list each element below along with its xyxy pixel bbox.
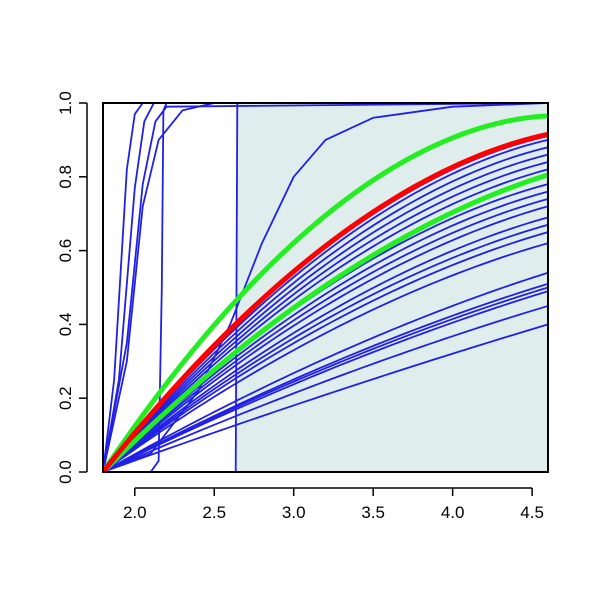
series-line-blue-27 [103,323,548,472]
series-line-blue-26 [103,305,548,472]
axes: 2.0 2.5 3.0 3.5 4.0 4.5 0.0 0.2 0.4 0.6 0.8 1.0 [56,91,549,522]
series-line-blue-12 [103,161,548,472]
y-tick-label: 0.6 [56,239,75,263]
series-line-blue-13 [103,168,548,472]
series-line-blue-16 [103,198,548,472]
plot-frame [102,102,549,473]
series-line-blue-20 [103,231,548,472]
series-line-blue-22 [103,271,548,472]
series-line-green-29 [103,172,548,472]
x-tick-label: 2.5 [202,503,226,522]
series-line-red-30 [103,131,548,472]
series-line-blue-17 [103,205,548,472]
series-line-green-28 [103,113,548,472]
x-tick-label: 2.0 [123,503,147,522]
y-tick-label: 0.4 [56,313,75,337]
series-line-blue-3 [103,103,548,472]
x-tick-label: 4.0 [441,503,465,522]
series-line-blue-2 [103,103,548,472]
x-tick-label: 3.5 [361,503,385,522]
series-line-blue-19 [103,223,548,472]
y-tick-label: 0.0 [56,460,75,484]
x-tick-label: 3.0 [282,503,306,522]
series-line-blue-1 [103,103,548,472]
series-line-blue-5 [103,103,548,472]
series-line-blue-18 [103,216,548,472]
x-tick-label: 4.5 [520,503,544,522]
series-line-blue-21 [103,242,548,472]
series-line-blue-10 [103,146,548,472]
series-layer [103,103,548,472]
y-tick-label: 1.0 [56,91,75,115]
series-line-blue-11 [103,153,548,472]
y-tick-label: 0.2 [56,386,75,410]
y-tick-label: 0.8 [56,165,75,189]
series-line-blue-24 [103,286,548,472]
series-line-blue-6 [103,103,548,472]
series-line-blue-25 [103,290,548,472]
series-line-blue-4 [103,103,548,472]
